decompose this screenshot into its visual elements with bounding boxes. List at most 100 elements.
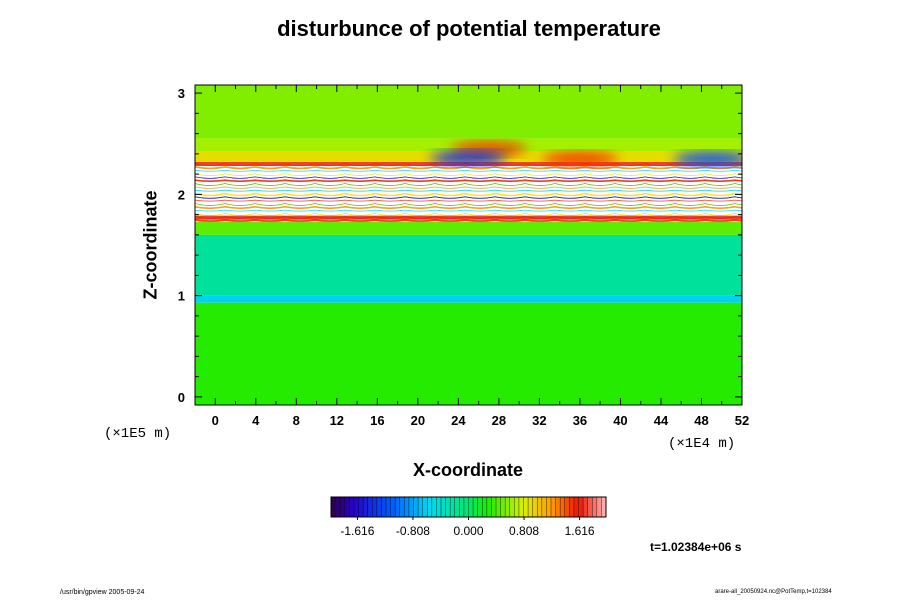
colorbar-segment — [573, 497, 579, 517]
heatmap-streak — [195, 169, 742, 172]
heatmap-streak — [195, 176, 742, 179]
y-tick-label: 3 — [178, 86, 185, 101]
colorbar-segment — [477, 497, 483, 517]
colorbar-segment — [386, 497, 392, 517]
colorbar-segment — [427, 497, 433, 517]
colorbar-segment — [564, 497, 570, 517]
colorbar-segment — [363, 497, 369, 517]
colorbar-segment — [418, 497, 424, 517]
colorbar-segment — [367, 497, 373, 517]
colorbar-segment — [528, 497, 534, 517]
colorbar-segment — [532, 497, 538, 517]
colorbar-segment — [390, 497, 396, 517]
footer-left: /usr/bin/gpview 2005-09-24 — [60, 589, 145, 596]
colorbar-segment — [353, 497, 359, 517]
heatmap-streak — [195, 166, 742, 170]
x-tick-label: 0 — [212, 413, 219, 428]
colorbar-segment — [555, 497, 561, 517]
colorbar-segment — [523, 497, 529, 517]
colorbar-segment — [569, 497, 575, 517]
colorbar-segment — [601, 497, 607, 517]
colorbar-tick-label: -0.808 — [396, 524, 430, 538]
x-tick-label: 40 — [613, 413, 627, 428]
x-tick-label: 24 — [451, 413, 466, 428]
colorbar-segment — [596, 497, 602, 517]
chart-title: disturbunce of potential temperature — [277, 16, 661, 41]
x-tick-label: 48 — [694, 413, 708, 428]
heatmap-layer — [195, 234, 742, 296]
colorbar-segment — [473, 497, 479, 517]
colorbar-tick-label: -1.616 — [340, 524, 374, 538]
heatmap-streak — [195, 219, 742, 222]
colorbar-segment — [331, 497, 337, 517]
y-tick-label: 2 — [178, 187, 185, 202]
colorbar-segment — [491, 497, 497, 517]
heatmap-field — [195, 85, 742, 405]
x-tick-label: 32 — [532, 413, 546, 428]
colorbar-segment — [404, 497, 410, 517]
colorbar-segment — [454, 497, 460, 517]
heatmap-streak — [195, 205, 742, 210]
colorbar-segment — [376, 497, 382, 517]
colorbar-segment — [518, 497, 524, 517]
heatmap-layer — [195, 221, 742, 235]
x-tick-label: 28 — [492, 413, 506, 428]
colorbar-segment — [537, 497, 543, 517]
x-tick-label: 8 — [293, 413, 300, 428]
plot-frame — [194, 84, 743, 406]
colorbar-segment — [408, 497, 414, 517]
footer-right: arare-all_20050924.nc@PotTemp,t=102384 — [715, 589, 832, 595]
heatmap-streak — [195, 196, 742, 199]
x-tick-label: 44 — [654, 413, 669, 428]
colorbar-segment — [445, 497, 451, 517]
colorbar-tick-label: 1.616 — [565, 524, 595, 538]
colorbar-tick-label: 0.808 — [509, 524, 539, 538]
heatmap-layer — [195, 85, 742, 139]
colorbar-segment — [560, 497, 566, 517]
heatmap-layer — [195, 295, 742, 303]
colorbar-segment — [468, 497, 474, 517]
colorbar-segment — [463, 497, 469, 517]
colorbar-segment — [395, 497, 401, 517]
colorbar-segment — [482, 497, 488, 517]
colorbar-segment — [358, 497, 364, 517]
y-axis-scale-label: (×1E5 m) — [104, 426, 172, 442]
x-tick-label: 16 — [370, 413, 384, 428]
heatmap-streak — [195, 203, 742, 206]
x-tick-label: 4 — [252, 413, 260, 428]
heatmap-streak — [195, 186, 742, 189]
colorbar-segment — [500, 497, 506, 517]
colorbar-segment — [422, 497, 428, 517]
x-axis-label: X-coordinate — [412, 460, 524, 480]
x-tick-label: 20 — [411, 413, 425, 428]
colorbar-segment — [441, 497, 447, 517]
colorbar-segment — [578, 497, 584, 517]
heatmap-layer — [195, 302, 742, 405]
colorbar-segment — [486, 497, 492, 517]
colorbar-segment — [431, 497, 437, 517]
heatmap-streak — [195, 173, 742, 176]
colorbar: -1.616 -0.808 0.000 0.808 1.616 — [330, 496, 607, 538]
heatmap-feature — [673, 151, 742, 166]
colorbar-segment — [541, 497, 547, 517]
colorbar-segment — [436, 497, 442, 517]
x-tick-label: 36 — [573, 413, 587, 428]
colorbar-segment — [514, 497, 520, 517]
time-label: t=1.02384e+06 s — [650, 540, 742, 554]
colorbar-segment — [551, 497, 557, 517]
heatmap-feature — [541, 151, 618, 166]
heatmap-streak — [195, 209, 742, 212]
colorbar-tick-label: 0.000 — [453, 524, 483, 538]
colorbar-segment — [335, 497, 341, 517]
colorbar-segment — [592, 497, 598, 517]
colorbar-segment — [496, 497, 502, 517]
heatmap-streak — [195, 189, 742, 192]
colorbar-segment — [344, 497, 350, 517]
heatmap-feature — [430, 150, 507, 165]
colorbar-segment — [413, 497, 419, 517]
heatmap-streak — [195, 179, 742, 183]
colorbar-segment — [450, 497, 456, 517]
colorbar-segment — [546, 497, 552, 517]
